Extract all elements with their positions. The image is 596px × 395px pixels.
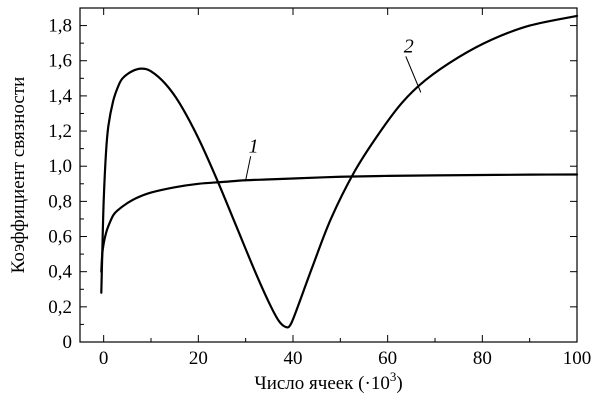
series-label-leader-1 — [245, 156, 252, 181]
x-tick-label-5: 100 — [563, 348, 592, 369]
series-label-leader-2 — [405, 56, 422, 93]
x-tick-label-4: 80 — [473, 348, 492, 369]
y-axis-ticks-group: 0 0,2 0,4 0,6 0,8 1,0 1,2 1,4 1,6 1,8 — [48, 7, 577, 353]
x-tick-label-0: 0 — [99, 348, 109, 369]
y-axis-title: Коэффициент связности — [8, 77, 29, 274]
y-tick-label-8: 1,6 — [48, 51, 72, 72]
y-tick-label-6: 1,2 — [48, 121, 72, 142]
y-tick-label-1: 0,2 — [48, 297, 72, 318]
series-labels-group: 12 — [245, 35, 422, 181]
x-axis-title-close: ) — [396, 373, 402, 394]
x-tick-label-1: 20 — [189, 348, 208, 369]
x-axis-title: Число ячеек (·103) — [254, 369, 402, 394]
y-tick-label-0: 0 — [63, 332, 73, 353]
y-tick-label-4: 0,8 — [48, 191, 72, 212]
x-axis-title-main: Число ячеек (·10 — [254, 373, 389, 394]
series-label-1: 1 — [249, 135, 259, 157]
y-tick-label-5: 1,0 — [48, 156, 72, 177]
x-axis-ticks-group: 0 20 40 60 80 100 — [99, 8, 591, 369]
x-tick-label-3: 60 — [378, 348, 397, 369]
y-tick-label-9: 1,8 — [48, 16, 72, 37]
series-group — [100, 14, 579, 329]
y-tick-label-3: 0,6 — [48, 227, 72, 248]
x-tick-label-2: 40 — [284, 348, 303, 369]
series-line-1 — [100, 173, 579, 273]
series-label-2: 2 — [404, 35, 414, 57]
x-axis-title-superscript: 3 — [390, 369, 397, 384]
y-tick-label-7: 1,4 — [48, 86, 72, 107]
series-line-2 — [100, 14, 579, 329]
y-tick-label-2: 0,4 — [48, 262, 72, 283]
